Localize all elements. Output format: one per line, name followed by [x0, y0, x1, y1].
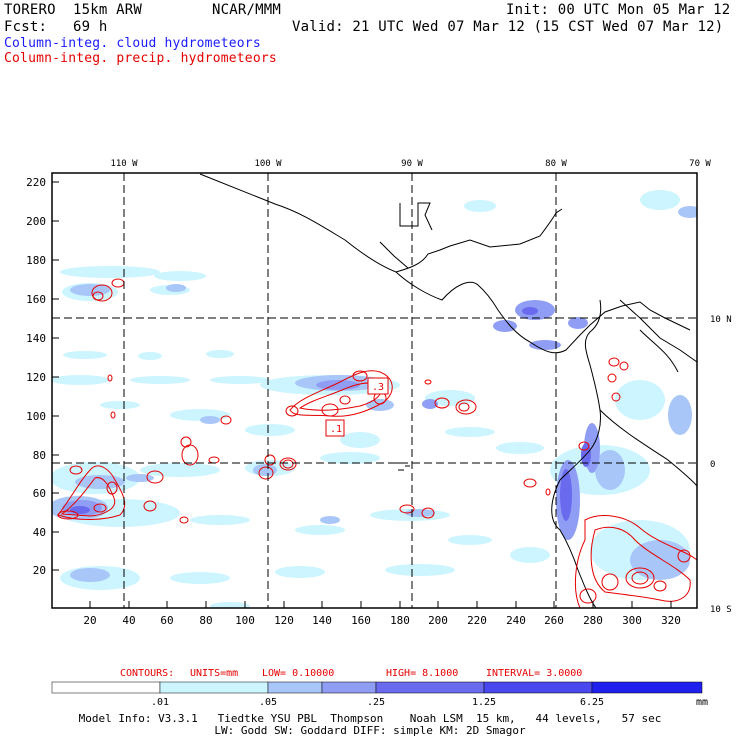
colorbar-segment [321, 681, 377, 694]
x-tick: 280 [583, 614, 603, 627]
colorbar-tick: .05 [259, 697, 277, 708]
forecast-hour: Fcst: 69 h [4, 19, 108, 35]
lat-label: 10 S [710, 605, 732, 615]
y-tick: 200 [26, 215, 46, 228]
x-tick: 120 [274, 614, 294, 627]
contour-info-units: UNITS=mm [190, 668, 238, 679]
y-tick: 180 [26, 254, 46, 267]
colorbar-segment [267, 681, 323, 694]
coastline-layer [199, 173, 697, 608]
y-tick: 140 [26, 332, 46, 345]
model-info-line2: LW: Godd SW: Goddard DIFF: simple KM: 2D… [214, 724, 526, 737]
y-tick: 60 [33, 487, 46, 500]
colorbar-segment [591, 681, 703, 694]
x-tick-labels: 20 40 60 80 100 120 140 160 180 200 220 … [83, 614, 681, 627]
colorbar-segment [375, 681, 485, 694]
y-tick-labels: 20 40 60 80 100 120 140 160 180 200 220 [26, 176, 46, 577]
latitude-labels: 10 N 0 10 S [710, 315, 732, 615]
x-tick: 240 [506, 614, 526, 627]
contour-info: CONTOURS: UNITS=mm LOW= 0.10000 HIGH= 8.… [120, 668, 582, 679]
init-time: Init: 00 UTC Mon 05 Mar 12 [506, 2, 731, 18]
colorbar-tick: .01 [151, 697, 169, 708]
y-tick: 120 [26, 371, 46, 384]
x-tick: 20 [83, 614, 96, 627]
colorbar-segment [483, 681, 593, 694]
legend-precip-hydrometeors: Column-integ. precip. hydrometeors [4, 51, 277, 66]
x-tick: 40 [122, 614, 135, 627]
cloud-shading-layer [52, 190, 697, 608]
x-tick: 60 [160, 614, 173, 627]
x-tick: 180 [390, 614, 410, 627]
x-tick: 160 [351, 614, 371, 627]
lon-label: 70 W [689, 159, 711, 169]
organization-label: NCAR/MMM [212, 2, 282, 18]
axis-ticks [52, 181, 672, 608]
lon-label: 100 W [254, 159, 282, 169]
lon-label: 110 W [110, 159, 138, 169]
lat-label: 0 [710, 460, 715, 470]
x-tick: 300 [622, 614, 642, 627]
colorbar-segment [51, 681, 161, 694]
x-tick: 80 [199, 614, 212, 627]
colorbar: .01 .05 .25 1.25 6.25 mm [51, 681, 708, 708]
contour-info-label: CONTOURS: [120, 668, 174, 679]
lon-label: 90 W [401, 159, 423, 169]
colorbar-tick: .25 [367, 697, 385, 708]
x-tick: 100 [235, 614, 255, 627]
y-tick: 160 [26, 293, 46, 306]
colorbar-unit: mm [696, 697, 708, 708]
y-tick: 220 [26, 176, 46, 189]
colorbar-segment [159, 681, 269, 694]
y-tick: 20 [33, 564, 46, 577]
contour-info-interval: INTERVAL= 3.0000 [486, 668, 582, 679]
legend-cloud-hydrometeors: Column-integ. cloud hydrometeors [4, 36, 261, 51]
model-info-line1: Model Info: V3.3.1 Tiedtke YSU PBL Thomp… [78, 712, 662, 725]
y-tick: 40 [33, 526, 46, 539]
x-tick: 320 [661, 614, 681, 627]
contour-labels: .1 .3 [325, 377, 389, 437]
map-frame [51, 172, 698, 609]
x-tick: 140 [312, 614, 332, 627]
x-tick: 220 [467, 614, 487, 627]
lon-label: 80 W [545, 159, 567, 169]
valid-time: Valid: 21 UTC Wed 07 Mar 12 (15 CST Wed … [292, 19, 724, 35]
x-tick: 200 [428, 614, 448, 627]
y-tick: 100 [26, 410, 46, 423]
contour-label-low: .1 [330, 424, 342, 435]
precip-contours-layer [57, 278, 697, 608]
y-tick: 80 [33, 449, 46, 462]
x-tick: 260 [544, 614, 564, 627]
colorbar-tick: 1.25 [472, 697, 496, 708]
model-title: TORERO 15km ARW [4, 2, 143, 18]
contour-info-low: LOW= 0.10000 [262, 668, 334, 679]
contour-label-mid: .3 [372, 382, 384, 393]
latlon-grid [52, 173, 697, 608]
longitude-labels: 110 W 100 W 90 W 80 W 70 W [110, 159, 711, 169]
colorbar-tick: 6.25 [580, 697, 604, 708]
contour-info-high: HIGH= 8.1000 [386, 668, 458, 679]
lat-label: 10 N [710, 315, 732, 325]
